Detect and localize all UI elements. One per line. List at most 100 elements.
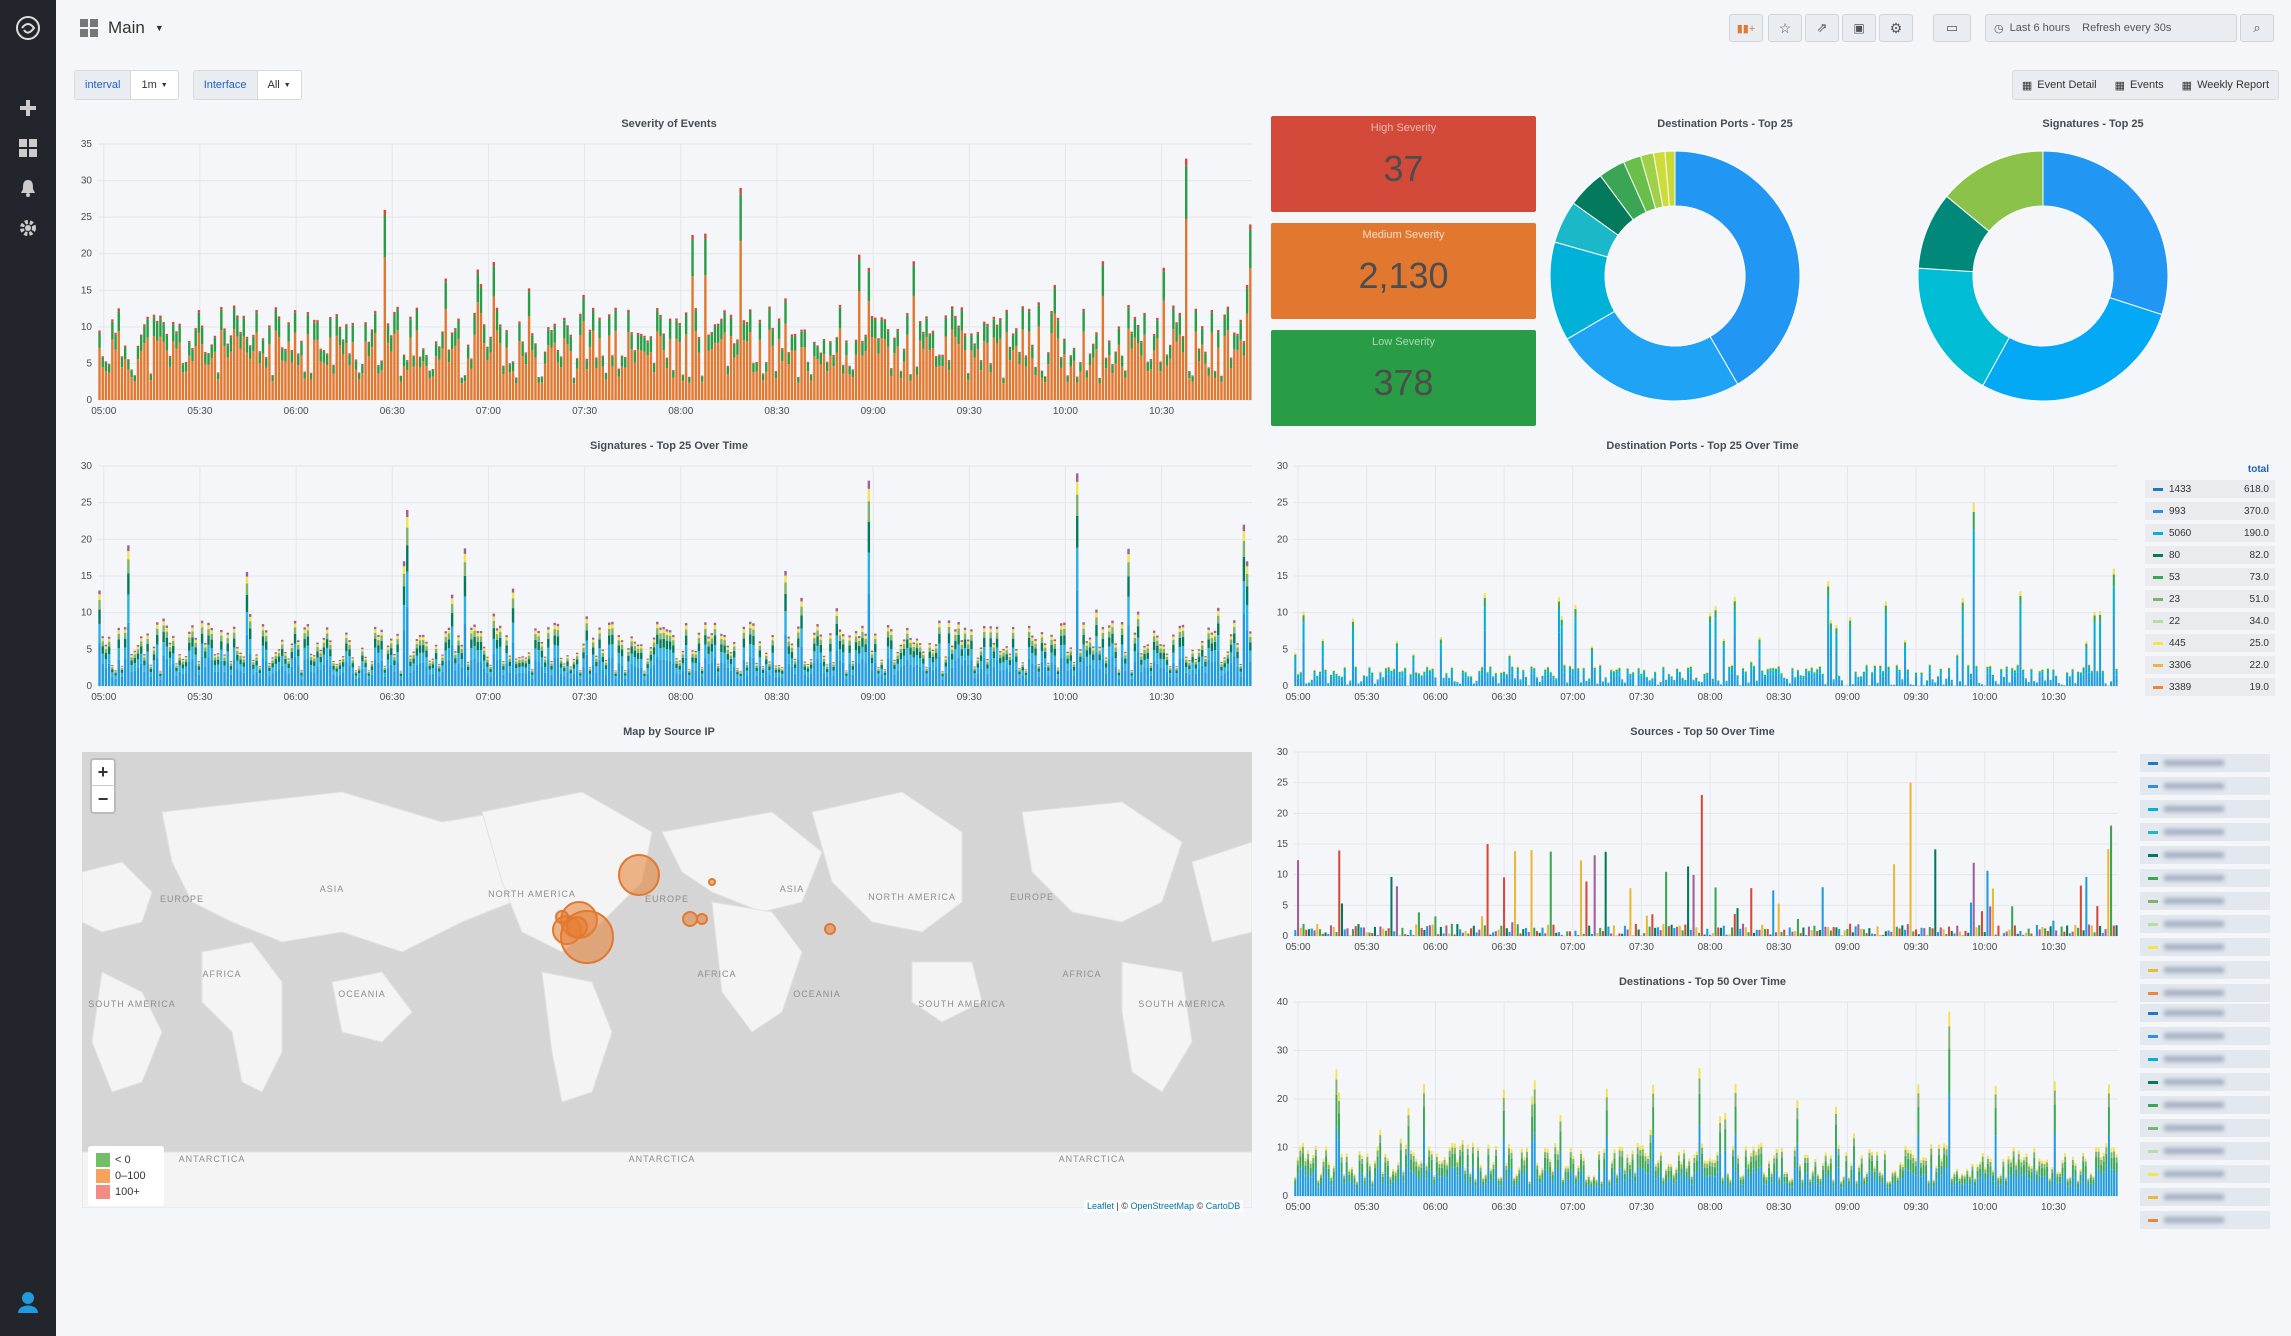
share-button[interactable]: ⇗ xyxy=(1805,14,1839,42)
bar-segment xyxy=(813,662,816,686)
bar-segment xyxy=(630,653,633,664)
bar-segment xyxy=(1827,927,1830,936)
variable-interface[interactable]: Interface All ▼ xyxy=(192,70,302,100)
bar-segment xyxy=(1665,871,1668,936)
variable-value[interactable]: All ▼ xyxy=(258,71,301,99)
bar-segment xyxy=(123,627,127,630)
settings-button[interactable]: ⚙ xyxy=(1879,14,1913,42)
variable-interval[interactable]: interval 1m ▼ xyxy=(74,70,179,100)
bar-segment xyxy=(842,373,845,400)
stat-low-severity[interactable]: Low Severity 378 xyxy=(1271,330,1536,426)
legend-row[interactable]: 80 82.0 xyxy=(2145,546,2275,564)
pie-slice[interactable] xyxy=(1664,150,1676,207)
bell-icon[interactable] xyxy=(14,174,42,202)
logo-icon[interactable] xyxy=(14,14,42,42)
bar-segment xyxy=(1018,669,1021,672)
zoom-out-button[interactable]: ⌕ xyxy=(2240,14,2274,42)
bar-segment xyxy=(1127,328,1130,400)
bar-segment xyxy=(511,592,515,599)
dashboards-icon[interactable] xyxy=(14,134,42,162)
pie-slice[interactable] xyxy=(1945,150,2044,233)
bar-segment xyxy=(806,668,810,672)
gear-icon[interactable] xyxy=(14,214,42,242)
bar-segment xyxy=(213,660,217,666)
bar-segment xyxy=(1095,617,1098,625)
bar-segment xyxy=(1978,684,1981,686)
link-weekly-report[interactable]: ▦ Weekly Report xyxy=(2173,71,2278,99)
bar-segment xyxy=(733,642,736,644)
bar-segment xyxy=(1733,914,1736,936)
world-map[interactable]: EUROPE ASIA NORTH AMERICA EUROPE ASIA NORTH A… xyxy=(82,752,1252,1208)
pie-slice[interactable] xyxy=(1566,310,1739,402)
bar-segment xyxy=(1047,667,1050,671)
link-event-detail[interactable]: ▦ Event Detail xyxy=(2013,71,2106,99)
zoom-in-button[interactable]: + xyxy=(92,760,114,786)
legend-row[interactable]: 993 370.0 xyxy=(2145,502,2275,520)
user-icon[interactable] xyxy=(14,1288,42,1316)
bar-segment xyxy=(194,642,197,648)
bar-segment xyxy=(540,641,544,644)
legend-row[interactable]: 22 34.0 xyxy=(2145,612,2275,630)
legend-row[interactable]: 3306 22.0 xyxy=(2145,656,2275,674)
legend-row[interactable]: 3389 19.0 xyxy=(2145,678,2275,696)
bar-segment xyxy=(1426,669,1429,675)
bar-segment xyxy=(1376,679,1379,681)
map-bubble[interactable] xyxy=(708,878,716,886)
bar-segment xyxy=(1676,675,1679,686)
legend-row[interactable]: 5060 190.0 xyxy=(2145,524,2275,542)
map-bubble[interactable] xyxy=(824,923,836,935)
map-bubble[interactable] xyxy=(696,913,708,925)
variable-value[interactable]: 1m ▼ xyxy=(131,71,177,99)
bar-segment xyxy=(482,324,486,327)
zoom-out-button[interactable]: − xyxy=(97,788,109,809)
pie-slice[interactable] xyxy=(1982,297,2163,402)
map-bubble[interactable] xyxy=(682,911,698,927)
map-bubble[interactable] xyxy=(555,910,569,924)
dashboard-picker[interactable]: Main ▼ xyxy=(80,14,164,42)
time-picker-button[interactable]: ◷ Last 6 hours Refresh every 30s xyxy=(1985,14,2237,42)
bar-segment xyxy=(652,363,656,373)
legend-row[interactable]: 1433 618.0 xyxy=(2145,480,2275,498)
leaflet-link[interactable]: Leaflet xyxy=(1087,1201,1115,1211)
legend-row[interactable]: 23 51.0 xyxy=(2145,590,2275,608)
pie-slice[interactable] xyxy=(2042,150,2169,316)
bar-segment xyxy=(1818,673,1821,686)
legend-row[interactable]: 445 25.0 xyxy=(2145,634,2275,652)
carto-link[interactable]: CartoDB xyxy=(1205,1201,1241,1211)
bar-segment xyxy=(1428,676,1431,686)
bar-segment xyxy=(601,662,604,670)
bar-segment xyxy=(390,648,393,656)
map-bubble[interactable] xyxy=(566,916,588,938)
bar-segment xyxy=(1601,683,1604,686)
osm-link[interactable]: OpenStreetMap xyxy=(1130,1201,1195,1211)
map-bubble[interactable] xyxy=(560,910,614,964)
stat-medium-severity[interactable]: Medium Severity 2,130 xyxy=(1271,223,1536,319)
star-button[interactable]: ☆ xyxy=(1768,14,1802,42)
map-bubble[interactable] xyxy=(618,854,660,896)
bar-segment xyxy=(341,662,345,667)
pie-slice[interactable] xyxy=(1674,150,1801,385)
tv-mode-button[interactable]: ▭ xyxy=(1933,14,1971,42)
bar-segment xyxy=(1175,673,1178,678)
bar-segment xyxy=(162,625,165,633)
bar-segment xyxy=(1002,650,1005,653)
bar-segment xyxy=(531,668,534,670)
bar-segment xyxy=(1104,358,1108,369)
bar-segment xyxy=(1989,665,1992,667)
bar-segment xyxy=(1318,677,1322,686)
bar-segment xyxy=(357,670,361,674)
save-button[interactable]: ▣ xyxy=(1842,14,1876,42)
bar-segment xyxy=(1552,675,1555,677)
legend-row[interactable]: 53 73.0 xyxy=(2145,568,2275,586)
bar-segment xyxy=(1393,670,1396,676)
plus-icon[interactable] xyxy=(14,94,42,122)
legend-header[interactable]: total xyxy=(2247,464,2269,475)
bar-segment xyxy=(1681,680,1684,686)
add-panel-button[interactable]: ▮▮+ xyxy=(1729,14,1763,42)
bar-segment xyxy=(1069,366,1073,400)
bar-segment xyxy=(999,670,1002,686)
stat-high-severity[interactable]: High Severity 37 xyxy=(1271,116,1536,212)
link-events[interactable]: ▦ Events xyxy=(2106,71,2173,99)
bar-segment xyxy=(104,659,108,668)
bar-segment xyxy=(255,671,258,686)
